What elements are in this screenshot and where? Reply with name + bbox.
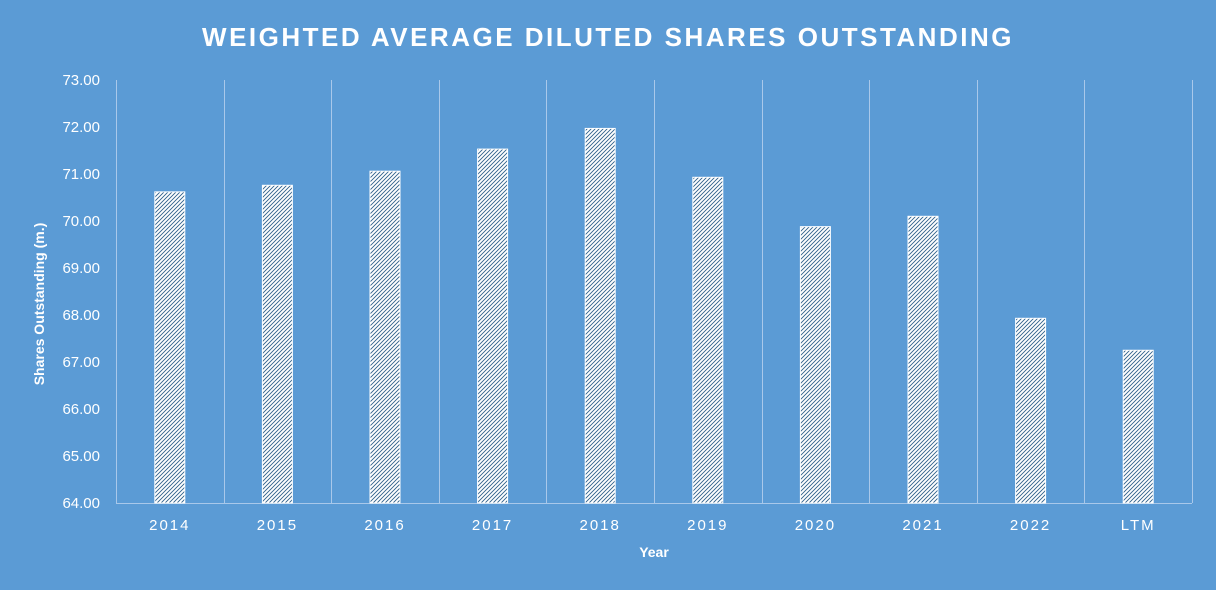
y-tick-label: 65.00 (62, 448, 100, 465)
x-tick-label: 2022 (1010, 517, 1051, 534)
y-tick-label: 73.00 (62, 72, 100, 89)
x-tick-label: 2016 (364, 517, 405, 534)
bar-2020 (799, 226, 831, 504)
bar-LTM (1122, 349, 1154, 504)
y-tick-label: 66.00 (62, 401, 100, 418)
bar-2014 (154, 191, 186, 504)
gridlines (116, 80, 1193, 504)
x-axis-ticks: 2014 2015 2016 2017 2018 2019 2020 2021 2022 LTM (149, 517, 1156, 534)
x-tick-label: 2021 (902, 517, 943, 534)
bar-2018 (584, 127, 616, 504)
bars (154, 127, 1154, 504)
bar-2015 (261, 184, 293, 504)
bar-2022 (1015, 317, 1047, 504)
y-tick-label: 67.00 (62, 354, 100, 371)
bar-2019 (692, 176, 724, 504)
y-tick-label: 69.00 (62, 260, 100, 277)
x-tick-label: LTM (1121, 517, 1156, 534)
y-tick-label: 70.00 (62, 213, 100, 230)
y-tick-label: 64.00 (62, 495, 100, 512)
x-tick-label: 2019 (687, 517, 728, 534)
x-tick-label: 2017 (472, 517, 513, 534)
bar-2021 (907, 215, 939, 504)
y-tick-label: 71.00 (62, 166, 100, 183)
x-axis-title: Year (639, 544, 669, 560)
chart-title: WEIGHTED AVERAGE DILUTED SHARES OUTSTAND… (202, 22, 1014, 52)
y-tick-label: 72.00 (62, 119, 100, 136)
x-tick-label: 2020 (795, 517, 836, 534)
bar-2017 (477, 148, 509, 504)
x-tick-label: 2014 (149, 517, 190, 534)
y-axis-ticks: 64.00 65.00 66.00 67.00 68.00 69.00 70.00 71.00… (62, 72, 100, 512)
x-tick-label: 2018 (580, 517, 621, 534)
y-axis-title: Shares Outstanding (m.) (31, 223, 47, 386)
bar-2016 (369, 170, 401, 504)
y-tick-label: 68.00 (62, 307, 100, 324)
x-tick-label: 2015 (257, 517, 298, 534)
